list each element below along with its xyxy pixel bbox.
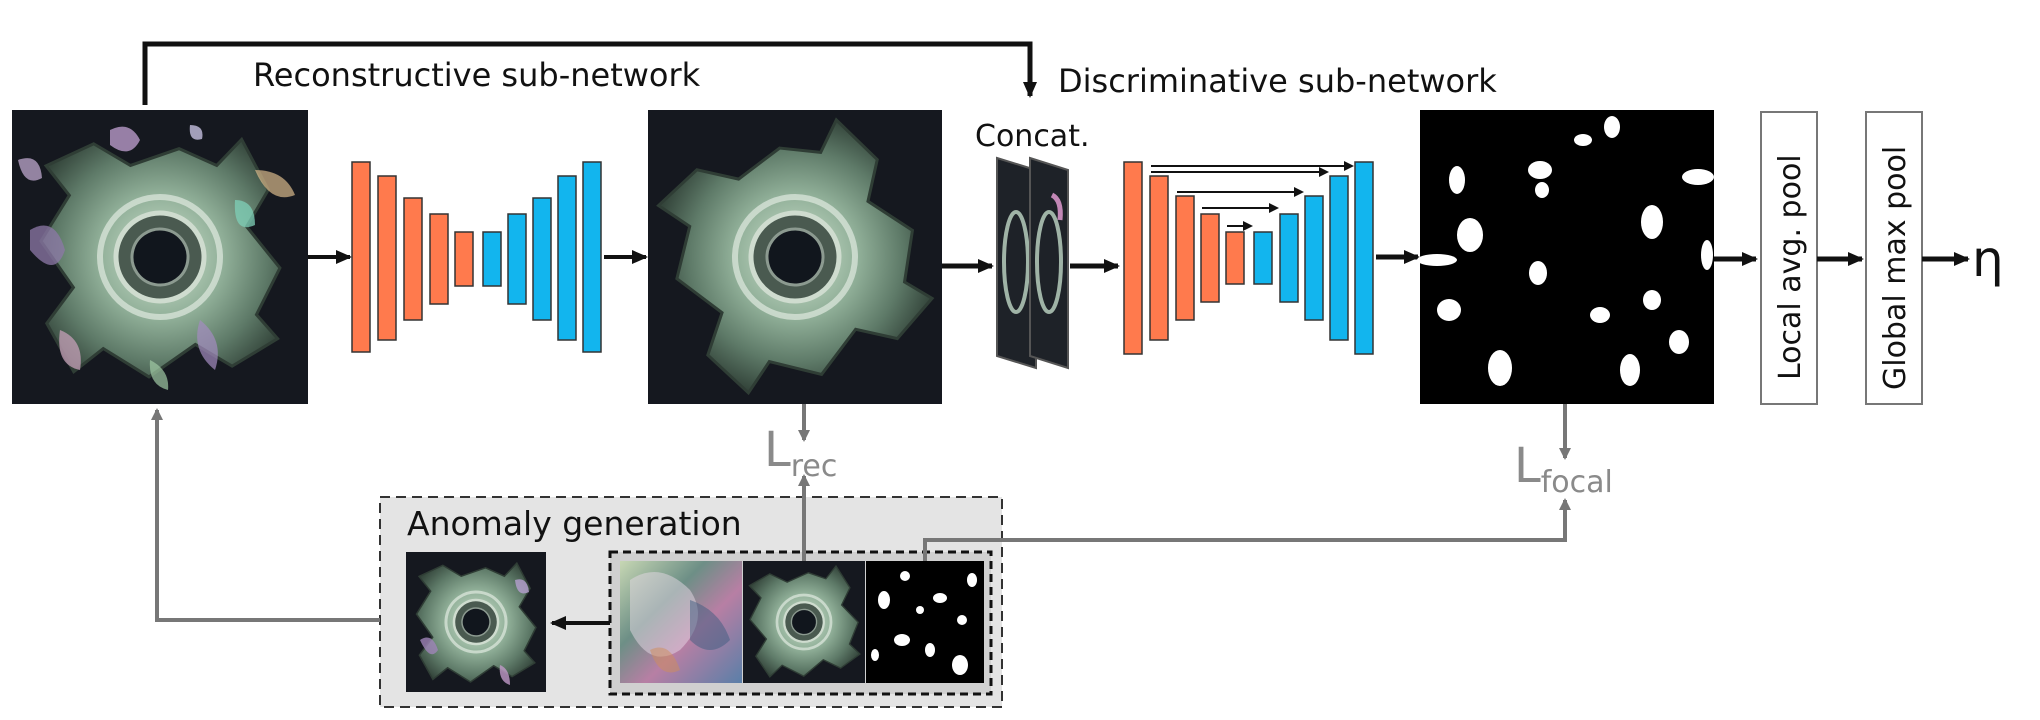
local-avg-pool-label: Local avg. pool	[1773, 154, 1808, 380]
disc-decoder-layer	[1279, 213, 1299, 303]
texture-image	[620, 561, 742, 683]
focal-loss-label: Lfocal	[1514, 438, 1613, 500]
local-avg-pool-box	[1760, 111, 1818, 405]
rec-encoder-layer	[377, 175, 397, 341]
predicted-mask	[1417, 110, 1714, 404]
disc-encoder-layer	[1149, 175, 1169, 341]
normal-image	[740, 557, 869, 686]
global-max-pool-label: Global max pool	[1878, 146, 1913, 390]
disc-decoder-layer	[1354, 161, 1374, 355]
rec-decoder-layer	[507, 213, 527, 305]
generated-anomaly-image	[400, 545, 553, 698]
concatenated-images	[996, 156, 1069, 370]
arrow-mask-to-focal-loss	[923, 498, 1571, 561]
perlin-mask-image	[866, 561, 984, 683]
rec-encoder-layer	[454, 231, 474, 287]
anomaly-generation-title: Anomaly generation	[407, 504, 742, 543]
rec-decoder-layer	[532, 197, 552, 321]
disc-encoder-layer	[1200, 213, 1220, 303]
rec-loss-label: Lrec	[764, 422, 837, 484]
reconstructive-title: Reconstructive sub-network	[253, 56, 701, 94]
reconstructive-network	[351, 161, 602, 353]
rec-decoder-layer	[557, 175, 577, 341]
output-eta: η	[1972, 230, 2004, 288]
disc-encoder-layer	[1225, 231, 1245, 285]
reconstructed-image	[648, 110, 942, 404]
rec-decoder-layer	[482, 231, 502, 287]
discriminative-network	[1123, 161, 1374, 355]
disc-encoder-layer	[1123, 161, 1143, 355]
rec-encoder-layer	[403, 197, 423, 321]
unet-skip-connections	[1151, 161, 1354, 231]
discriminative-title: Discriminative sub-network	[1058, 62, 1497, 100]
rec-encoder-layer	[351, 161, 371, 353]
disc-decoder-layer	[1304, 195, 1324, 321]
rec-encoder-layer	[429, 213, 449, 305]
disc-encoder-layer	[1175, 195, 1195, 321]
disc-decoder-layer	[1329, 175, 1349, 341]
skip-connection-arrow	[142, 41, 1037, 105]
rec-decoder-layer	[582, 161, 602, 353]
input-augmented-image	[12, 107, 311, 406]
global-max-pool-box	[1865, 111, 1923, 405]
disc-decoder-layer	[1253, 231, 1273, 285]
arrow-to-input-image	[151, 408, 380, 622]
concat-label: Concat.	[975, 119, 1090, 154]
